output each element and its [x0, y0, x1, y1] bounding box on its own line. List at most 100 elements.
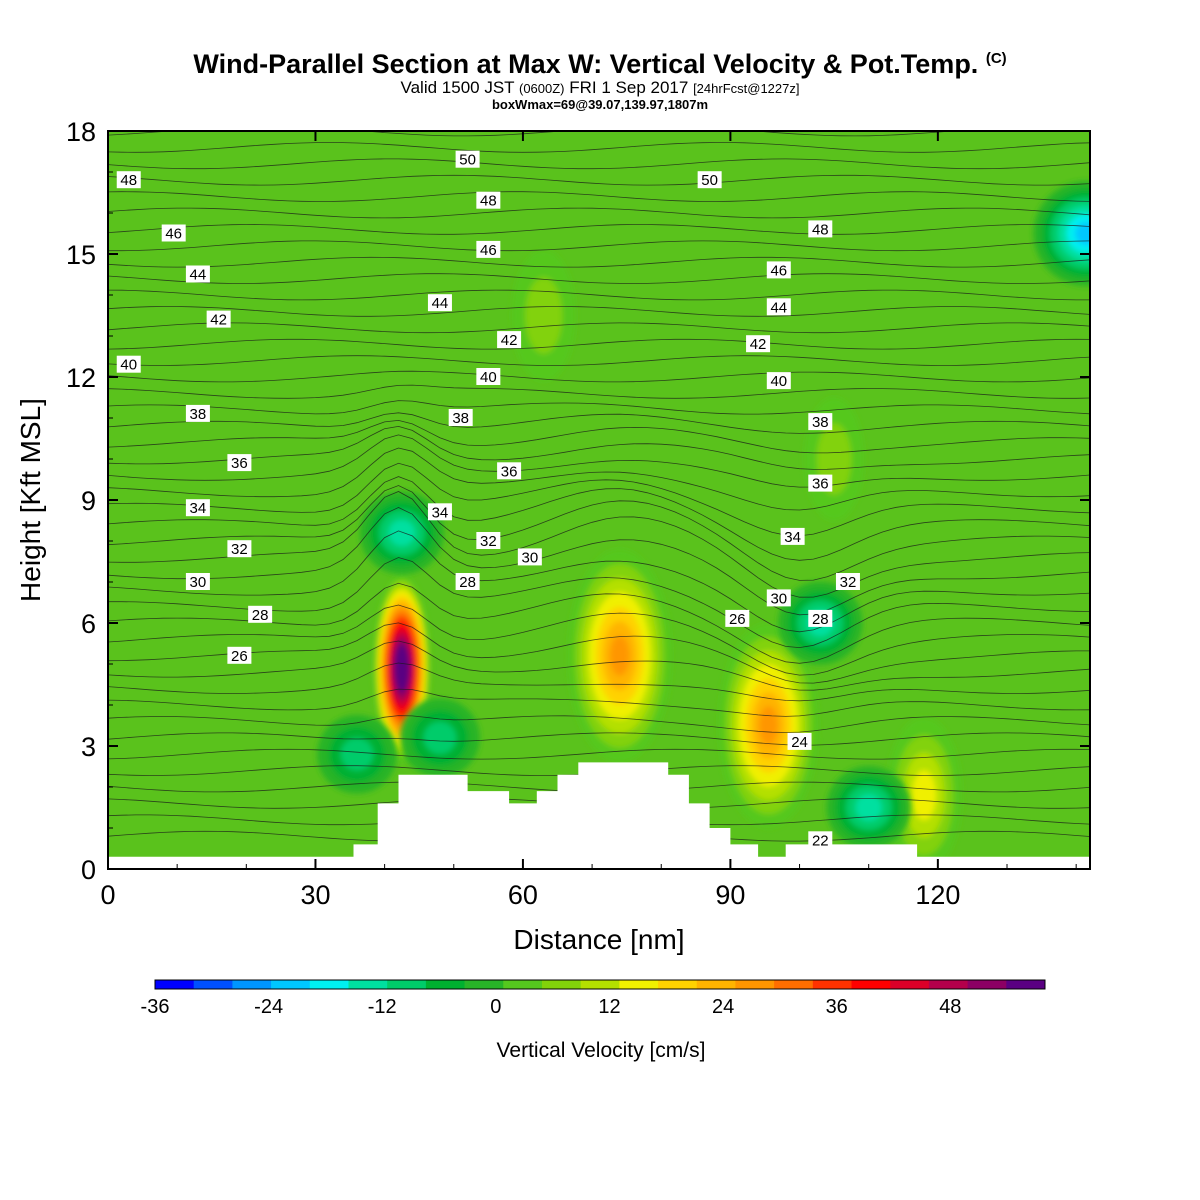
y-tick-label: 9: [81, 486, 96, 516]
isentropes: [108, 131, 1090, 842]
colorbar-segment: [851, 980, 891, 989]
colorbar-segment: [387, 980, 427, 989]
isentrope-line: [108, 289, 1090, 301]
isentrope-line: [108, 355, 1090, 366]
colorbar-segment: [193, 980, 233, 989]
isentrope-label-text: 28: [252, 607, 269, 624]
colorbar-segment: [425, 980, 466, 989]
x-tick-label: 90: [715, 880, 745, 910]
colorbar-segment: [812, 980, 853, 989]
velocity-level: [423, 721, 457, 755]
velocity-level: [609, 635, 630, 676]
valid-time: Valid 1500 JST: [400, 78, 515, 97]
isentrope-label-text: 34: [190, 500, 207, 517]
velocity-level: [759, 706, 778, 745]
velocity-cell-4: [511, 249, 576, 382]
isentrope-label-box: [455, 573, 480, 590]
isentrope-label-box: [185, 265, 210, 283]
isentrope-line: [108, 491, 1090, 598]
isentrope-label: 44: [766, 298, 791, 316]
colorbar-segment: [928, 980, 969, 989]
isentrope-label-text: 34: [432, 504, 449, 521]
isentrope-label-text: 48: [480, 193, 497, 210]
isentrope-line: [108, 732, 1090, 746]
isentrope-label-box: [185, 404, 210, 422]
isentrope-label-text: 50: [459, 152, 476, 169]
x-tick-label: 0: [100, 880, 115, 910]
velocity-level: [911, 770, 937, 820]
isentrope-line: [108, 384, 1090, 399]
chart-title-line: Wind-Parallel Section at Max W: Vertical…: [0, 44, 1200, 79]
valid-utc: (0600Z): [518, 81, 565, 96]
isentrope-label: 34: [780, 527, 805, 546]
isentrope-label: 48: [808, 220, 833, 238]
velocity-cell-3: [886, 717, 962, 869]
isentrope-line: [108, 485, 1090, 581]
isentrope-line: [108, 530, 1090, 633]
isentrope-label-box: [227, 454, 252, 472]
isentrope-label: 44: [427, 294, 452, 312]
isentrope-label: 22: [808, 831, 833, 849]
isentrope-label: 28: [248, 605, 273, 624]
isentrope-label-box: [248, 605, 273, 623]
colorbar-tick-label: -36: [141, 996, 170, 1018]
isentrope-label-box: [497, 462, 522, 480]
valid-date: FRI 1 Sep 2017: [569, 78, 689, 97]
isentrope-label-text: 42: [210, 312, 227, 329]
isentrope-label: 30: [766, 589, 791, 607]
isentrope-label: 42: [206, 310, 231, 329]
isentrope-label-box: [517, 548, 542, 566]
isentrope-label: 50: [697, 171, 722, 189]
isentrope-label-box: [116, 171, 141, 189]
isentrope-line: [108, 622, 1090, 684]
isentrope-label-text: 28: [812, 611, 829, 628]
isentrope-label-text: 38: [190, 406, 207, 423]
x-tick-label: 30: [300, 880, 330, 910]
isentrope-label: 36: [808, 474, 833, 493]
velocity-cell-10: [400, 698, 480, 778]
isentrope-label-box: [227, 540, 252, 558]
terrain: [108, 762, 1090, 869]
isentrope-line: [108, 338, 1090, 350]
y-tick-label: 3: [81, 732, 96, 762]
isentrope-label-box: [808, 220, 833, 238]
isentrope-label-text: 46: [770, 262, 787, 279]
isentrope-label: 48: [116, 171, 141, 189]
velocity-level: [525, 277, 563, 354]
isentrope-label-box: [725, 609, 750, 627]
isentrope-label: 34: [427, 503, 452, 521]
colorbar-segment: [232, 980, 272, 989]
y-tick-label: 0: [81, 855, 96, 885]
isentrope-line: [108, 425, 1090, 470]
isentrope-label-text: 36: [812, 476, 829, 493]
isentrope-label-box: [116, 355, 141, 373]
velocity-field: [317, 181, 1090, 869]
velocity-cell-9: [317, 714, 397, 794]
colorbar-tick-label: 12: [598, 996, 620, 1018]
isentrope-label-box: [697, 171, 722, 189]
isentrope-label-box: [476, 240, 501, 258]
isentrope-label-text: 26: [729, 611, 746, 628]
isentrope-line: [108, 191, 1090, 202]
isentrope-label-box: [808, 831, 833, 849]
isentrope-label-box: [448, 409, 473, 426]
y-tick-label: 12: [66, 363, 96, 393]
isentrope-label-box: [227, 646, 252, 664]
isentrope-label: 28: [808, 609, 833, 628]
isentrope-label-text: 28: [459, 574, 476, 591]
isentrope-label-box: [808, 474, 833, 492]
isentrope-line: [108, 142, 1090, 153]
isentrope-label-text: 38: [812, 414, 829, 431]
isentrope-label-box: [476, 191, 501, 209]
colorbar-tick-label: -24: [254, 996, 283, 1018]
isentrope-label-text: 40: [480, 369, 497, 386]
isentrope-label-text: 46: [480, 242, 497, 259]
isentrope-label-box: [185, 573, 210, 590]
isentrope-line: [108, 273, 1090, 284]
isentrope-label-text: 48: [812, 221, 829, 238]
isentrope-label: 48: [476, 191, 501, 210]
isentrope-label-box: [766, 261, 791, 279]
isentrope-label-text: 24: [791, 734, 808, 751]
isentrope-line: [108, 158, 1090, 170]
